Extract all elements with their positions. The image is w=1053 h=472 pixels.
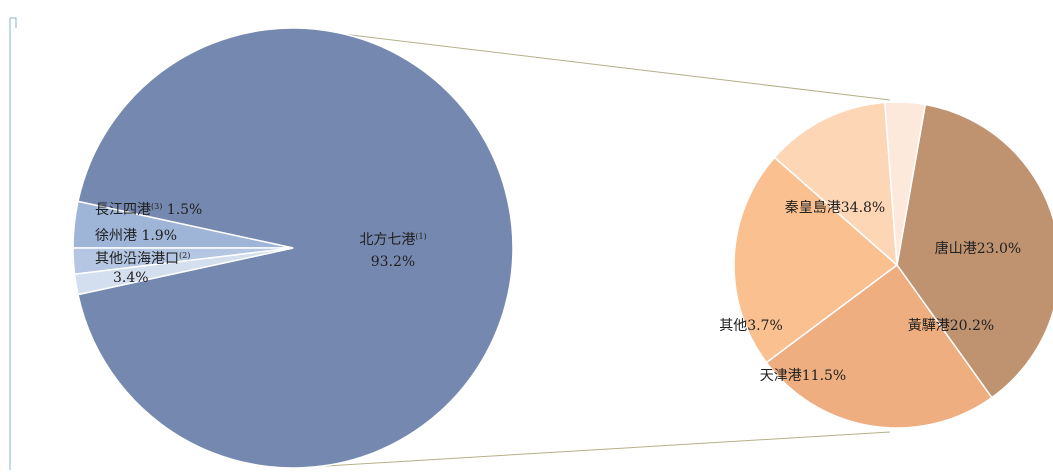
main-label-value-0: 93.2% — [371, 254, 415, 270]
breakdown-pie-slice-4 — [883, 101, 927, 266]
breakdown-label-4: 其他3.7% — [719, 318, 783, 334]
chart-frame-corner — [9, 17, 17, 470]
main-label-name-0: 北方七港(1) — [359, 232, 426, 248]
connector-line-bottom — [292, 431, 891, 469]
data-labels: 北方七港(1) 93.2% 其他沿海港口(2) 3.4% 徐州港 1.9% 長江四港(3)… — [95, 200, 1021, 384]
main-pie-slice-3 — [73, 247, 294, 296]
breakdown-pie-slice-3 — [773, 101, 898, 267]
connector-line-top — [292, 27, 891, 101]
breakdown-pie-slice-1 — [765, 263, 993, 429]
breakdown-pie-slice-0 — [896, 103, 1053, 399]
main-label-value-1: 3.4% — [113, 270, 149, 286]
main-label-3: 長江四港(3) 1.5% — [95, 202, 202, 218]
main-label-name-1: 其他沿海港口(2) — [95, 251, 190, 267]
breakdown-label-0: 秦皇島港34.8% — [785, 200, 885, 216]
breakdown-label-1: 唐山港23.0% — [935, 240, 1021, 257]
main-pie — [72, 27, 514, 469]
main-label-2: 徐州港 1.9% — [95, 228, 177, 244]
breakdown-label-2: 黃驊港20.2% — [908, 318, 994, 334]
connector-lines — [292, 27, 891, 469]
breakdown-pie — [733, 101, 1053, 429]
main-pie-slice-0 — [77, 27, 514, 469]
breakdown-label-3: 天津港11.5% — [760, 368, 846, 384]
breakdown-pie-slice-2 — [733, 156, 899, 364]
